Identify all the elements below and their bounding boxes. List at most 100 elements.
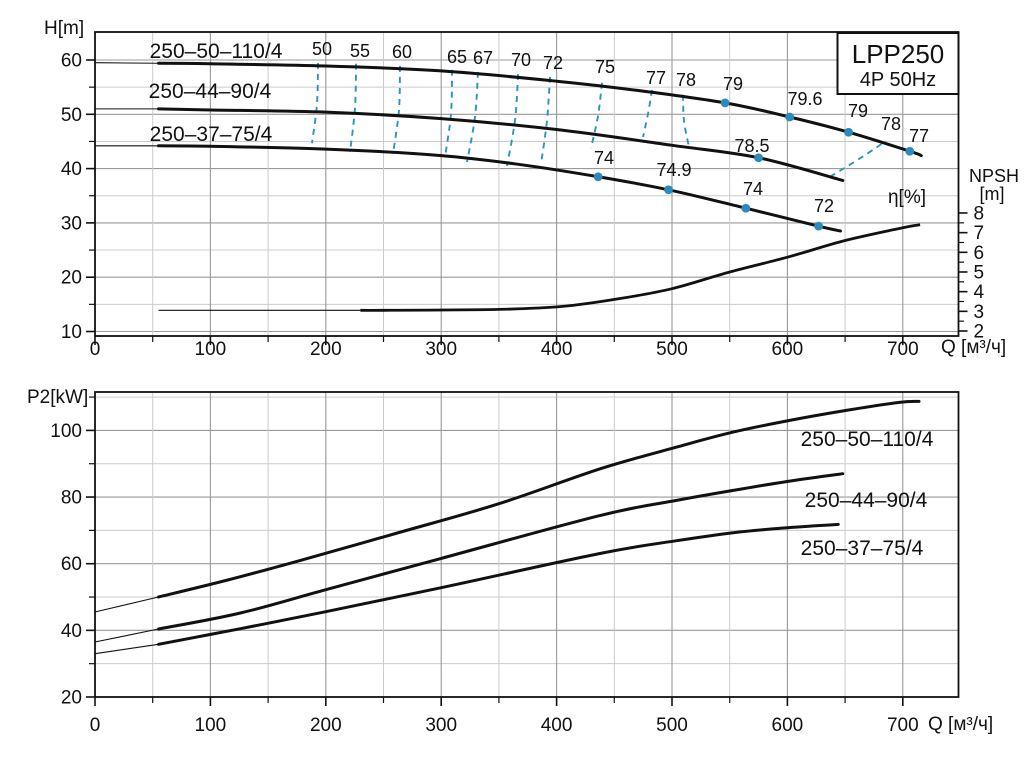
power-y-axis-title: P2[kW]: [27, 387, 88, 408]
efficiency-dot: [785, 112, 795, 122]
y-tick-label: 40: [61, 621, 82, 642]
x-tick-label: 400: [541, 715, 573, 736]
x-tick-label: 100: [195, 339, 227, 360]
curve-thin-hq-0: [94, 62, 159, 64]
efficiency-dot: [664, 185, 673, 195]
y-tick-label: 30: [61, 213, 82, 234]
model-title: LPP250: [852, 39, 945, 69]
efficiency-isoline-78: [829, 140, 887, 178]
efficiency-isoline-70: [506, 74, 520, 167]
efficiency-isoline-label: 78: [676, 70, 696, 90]
curve-p2q-1: [157, 472, 845, 631]
model-spec: 4P 50Hz: [860, 69, 936, 91]
efficiency-dot: [720, 98, 730, 108]
x-tick-label: 200: [310, 715, 342, 736]
efficiency-isoline-50: [311, 62, 319, 144]
efficiency-isoline-65: [444, 69, 453, 158]
y-tick-label: 40: [61, 159, 82, 180]
x-tick-label: 700: [887, 339, 919, 360]
x-tick-label: 500: [656, 339, 688, 360]
x-tick-label: 100: [195, 715, 227, 736]
npsh-axis-title-line1: NPSH: [969, 166, 1019, 186]
efficiency-isoline-label: 65: [447, 47, 467, 67]
series-label: 250–37–75/4: [150, 123, 273, 146]
x-tick-label: 600: [772, 715, 804, 736]
y-tick-label: 60: [61, 554, 82, 575]
efficiency-isoline-label: 70: [511, 50, 531, 70]
efficiency-dot-label: 79: [848, 101, 868, 121]
efficiency-dot: [593, 172, 603, 182]
npsh-curve: [360, 223, 921, 312]
efficiency-dot: [754, 153, 763, 163]
efficiency-dot-label: 74.9: [656, 160, 691, 180]
y-tick-label: 20: [61, 688, 82, 709]
series-label: 250–50–110/4: [150, 40, 283, 63]
efficiency-dot-label: 79: [723, 74, 743, 94]
efficiency-dot-label: 79.6: [787, 89, 822, 109]
efficiency-isoline-75: [590, 82, 603, 149]
efficiency-isoline-label: 77: [646, 68, 666, 88]
efficiency-axis-title: η[%]: [888, 187, 926, 208]
x-tick-label: 300: [425, 715, 457, 736]
series-label: 250–44–90/4: [149, 80, 272, 103]
efficiency-isoline-77: [642, 89, 653, 138]
efficiency-isoline-label: 60: [392, 42, 412, 62]
y-tick-label: 50: [61, 105, 82, 126]
npsh-tick-label: 3: [974, 302, 985, 323]
npsh-tick-label: 6: [974, 243, 985, 264]
npsh-tick-label: 2: [974, 322, 985, 343]
npsh-tick-label: 5: [974, 262, 985, 283]
x-tick-label: 0: [90, 715, 101, 736]
x-tick-label: 500: [656, 715, 688, 736]
efficiency-isoline-55: [349, 63, 357, 152]
y-tick-label: 60: [61, 51, 82, 72]
efficiency-isoline-72: [540, 76, 551, 164]
x-tick-label: 700: [887, 715, 919, 736]
curve-thin-p2q-1: [94, 628, 159, 643]
y-tick-label: 100: [50, 421, 82, 442]
efficiency-isoline-label: 50: [312, 39, 332, 59]
efficiency-dot: [844, 127, 853, 137]
efficiency-dot-label: 77: [909, 126, 929, 146]
efficiency-isoline-label: 67: [473, 48, 493, 68]
curve-hq-1: [157, 107, 845, 182]
curve-thin-p2q-2: [94, 643, 159, 655]
efficiency-isoline-60: [392, 65, 401, 155]
efficiency-isoline-label: 78: [881, 114, 901, 134]
series-label: 250–37–75/4: [801, 537, 924, 560]
npsh-tick-label: 7: [974, 223, 985, 244]
efficiency-dot-label: 72: [814, 196, 834, 216]
efficiency-dot-label: 78.5: [734, 136, 769, 156]
series-label: 250–50–110/4: [801, 428, 934, 451]
efficiency-dot: [741, 203, 751, 213]
x-tick-label: 300: [425, 339, 457, 360]
efficiency-isoline-label: 72: [543, 53, 563, 73]
head-x-axis-title: Q [м³/ч]: [941, 337, 1006, 358]
efficiency-isoline-67: [466, 71, 479, 163]
title-box: [836, 32, 960, 95]
head-y-axis-title: H[m]: [44, 18, 84, 39]
efficiency-dot: [905, 146, 915, 156]
npsh-axis-title-line2: [m]: [980, 184, 1005, 204]
y-tick-label: 80: [61, 488, 82, 509]
y-tick-label: 20: [61, 268, 82, 289]
efficiency-dot-label: 74: [594, 148, 614, 168]
npsh-tick-label: 8: [974, 203, 985, 224]
efficiency-isoline-label: 75: [595, 57, 615, 77]
curve-thin-p2q-0: [94, 596, 159, 613]
efficiency-isoline-78: [682, 94, 690, 148]
series-label: 250–44–90/4: [805, 489, 928, 512]
plot-border: [94, 391, 960, 698]
efficiency-isoline-label: 55: [350, 41, 370, 61]
x-tick-label: 600: [772, 339, 804, 360]
npsh-tick-label: 4: [974, 282, 985, 303]
efficiency-dot-label: 74: [743, 179, 763, 199]
curve-p2q-0: [157, 399, 921, 599]
x-tick-label: 0: [90, 339, 101, 360]
curve-hq-2: [157, 144, 842, 233]
plot-border: [94, 31, 960, 337]
power-x-axis-title: Q [м³/ч]: [928, 714, 993, 735]
